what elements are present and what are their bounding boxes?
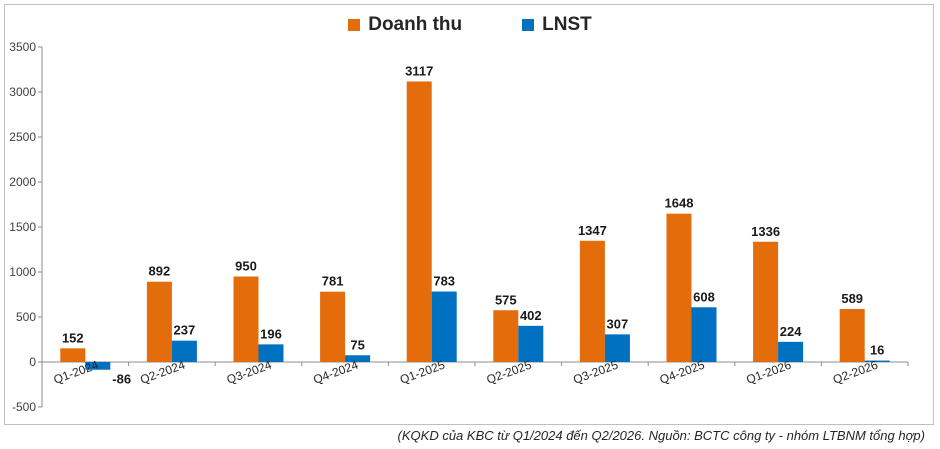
bar-doanh-thu: [579, 240, 605, 362]
bar-doanh-thu: [666, 213, 692, 362]
bar-doanh-thu: [406, 81, 432, 362]
data-label: 16: [870, 343, 884, 358]
data-label: 589: [841, 291, 863, 306]
bar-lnst: [345, 355, 371, 362]
bar-lnst: [604, 334, 630, 362]
bar-doanh-thu: [60, 348, 86, 362]
data-label: 75: [350, 337, 364, 352]
y-tick-label: 0: [29, 355, 36, 369]
bar-doanh-thu: [493, 310, 519, 362]
legend-item-lnst: LNST: [522, 14, 592, 36]
data-label: 950: [235, 259, 257, 274]
data-label: 152: [62, 330, 84, 345]
bar-doanh-thu: [146, 281, 172, 362]
bar-lnst: [518, 325, 544, 362]
legend-swatch-doanh-thu: [348, 19, 361, 31]
data-label: 1347: [578, 223, 607, 238]
legend: Doanh thu LNST: [0, 14, 940, 36]
data-label: 575: [495, 292, 517, 307]
y-tick-label: 1500: [9, 220, 36, 234]
bar-lnst: [85, 362, 111, 370]
data-label: 307: [607, 316, 629, 331]
y-tick-label: 2000: [9, 175, 36, 189]
bar-lnst: [691, 307, 717, 362]
bar-lnst: [171, 340, 197, 362]
y-tick-label: 500: [16, 310, 36, 324]
bar-lnst: [258, 344, 284, 362]
data-label: 1648: [665, 196, 694, 211]
bar-lnst: [864, 360, 890, 362]
legend-item-doanh-thu: Doanh thu: [348, 14, 462, 36]
data-label: -86: [112, 372, 131, 387]
data-label: 781: [322, 274, 344, 289]
y-tick-label: 3000: [9, 85, 36, 99]
bar-lnst: [431, 291, 457, 362]
bar-doanh-thu: [753, 241, 779, 362]
data-label: 224: [780, 324, 802, 339]
data-label: 237: [174, 323, 196, 338]
chart-frame: [4, 4, 934, 425]
data-label: 892: [149, 264, 171, 279]
bar-doanh-thu: [320, 291, 346, 362]
data-label: 196: [260, 326, 282, 341]
data-label: 608: [693, 289, 715, 304]
y-tick-label: 1000: [9, 265, 36, 279]
data-label: 783: [433, 274, 455, 289]
y-tick-label: -500: [12, 400, 36, 414]
data-label: 402: [520, 308, 542, 323]
bar-lnst: [778, 341, 804, 362]
bar-doanh-thu: [233, 276, 259, 362]
legend-label-doanh-thu: Doanh thu: [368, 14, 463, 35]
legend-swatch-lnst: [522, 19, 535, 31]
data-label: 3117: [405, 63, 433, 78]
chart-caption: (KQKD của KBC từ Q1/2024 đến Q2/2026. Ng…: [397, 428, 925, 443]
bar-doanh-thu: [839, 308, 865, 362]
y-tick-label: 2500: [9, 130, 36, 144]
data-label: 1336: [751, 224, 780, 239]
legend-label-lnst: LNST: [542, 14, 592, 35]
y-tick-label: 3500: [9, 40, 36, 54]
